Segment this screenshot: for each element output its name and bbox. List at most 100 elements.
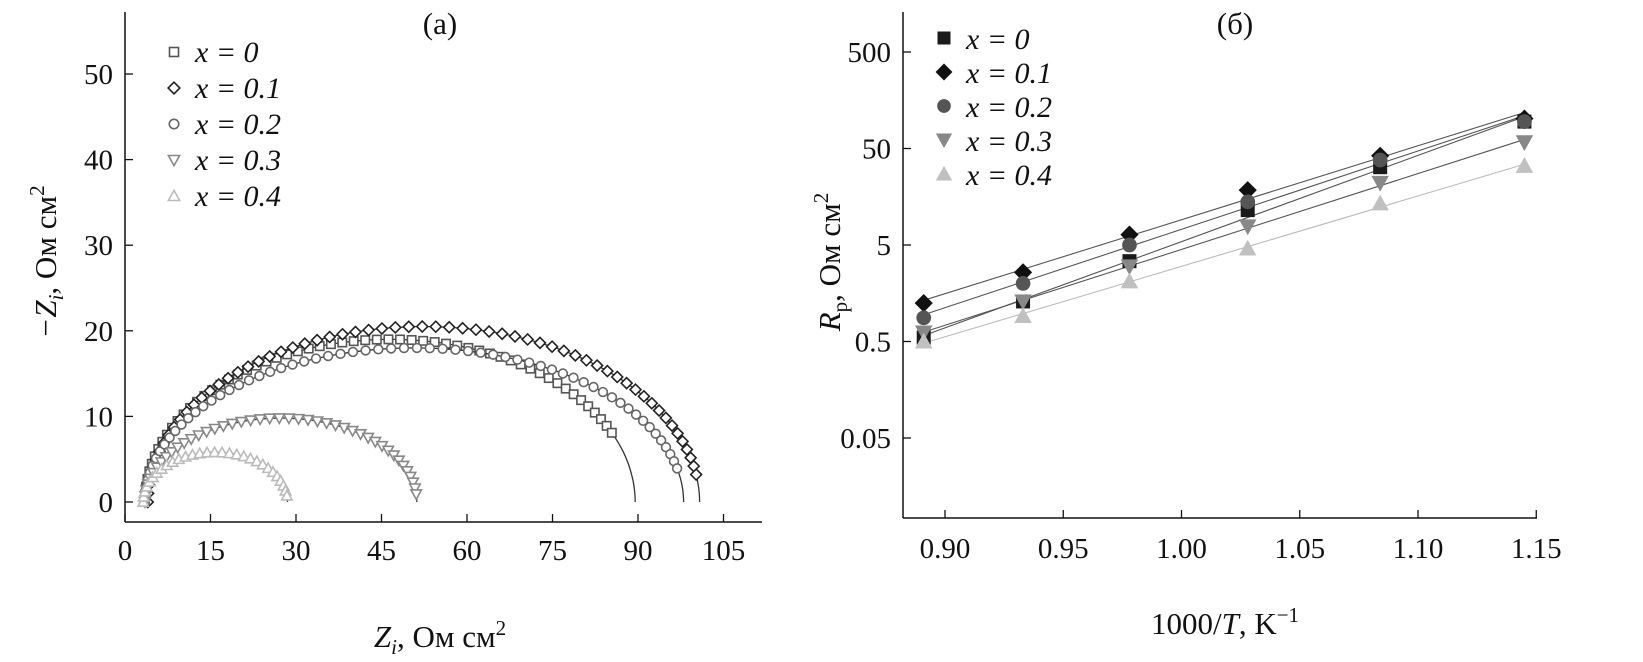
chart-a-point <box>487 349 499 360</box>
chart-a-point <box>183 413 194 424</box>
chart-a-point <box>560 383 571 394</box>
chart-a-point <box>250 454 264 467</box>
chart-a-point <box>429 320 443 334</box>
chart-a-point <box>398 342 410 354</box>
chart-b-axes: 0.90 0.95 1.00 1.05 1.10 1.15 0.05 0.5 5 50 500 <box>840 12 1562 565</box>
chart-a-point <box>408 483 422 496</box>
chart-b-legend: x = 0x = 0.1x = 0.2x = 0.3x = 0.4 <box>935 23 1052 192</box>
chart-a-point <box>623 403 634 414</box>
chart-a-fit-line <box>144 338 636 503</box>
chart-b-point <box>1120 259 1139 276</box>
chart-b-point <box>1120 225 1139 244</box>
chart-a-point <box>253 414 267 426</box>
chart-b-data <box>914 109 1534 349</box>
chart-a-point <box>523 357 535 368</box>
chart-a-point <box>280 488 294 501</box>
chart-a-legend-item: x = 0.3 <box>167 144 281 177</box>
chart-a-legend-label: x = 0.2 <box>194 108 281 141</box>
chart-a-point <box>671 426 685 440</box>
chart-a-point <box>360 335 371 346</box>
chart-a-x-tick-label: 15 <box>196 535 225 567</box>
chart-a-point <box>406 334 417 345</box>
chart-b-y-axis-label: Rp, Ом см2 <box>809 193 852 333</box>
chart-a-point <box>402 320 416 334</box>
chart-a-legend-label: x = 0.4 <box>194 180 281 213</box>
chart-a-point <box>610 370 624 384</box>
chart-a-point <box>348 336 359 347</box>
chart-a-point <box>234 416 248 429</box>
chart-a-point <box>230 447 244 460</box>
chart-a-point <box>263 349 277 363</box>
chart-a-title: (а) <box>423 6 457 41</box>
chart-a-y-tick-label: 50 <box>84 59 113 91</box>
chart-a-point <box>400 466 414 478</box>
chart-a-legend-marker <box>167 188 181 202</box>
chart-a-point <box>360 345 371 356</box>
chart-b-point <box>1014 294 1032 311</box>
chart-a-point <box>579 353 594 367</box>
chart-a-point <box>224 384 235 396</box>
chart-a-point <box>521 332 535 347</box>
chart-b-point <box>1120 272 1139 289</box>
chart-a-point <box>415 319 429 334</box>
chart-a-point <box>637 415 649 426</box>
chart-a-point <box>652 403 666 418</box>
chart-a-point <box>347 346 359 358</box>
chart-a-point <box>600 364 614 378</box>
chart-a-point <box>362 323 376 337</box>
chart-a-point <box>500 351 511 363</box>
chart-b-x-tick-label: 0.90 <box>920 533 971 565</box>
chart-a-point <box>437 343 448 354</box>
chart-a-point <box>508 329 522 344</box>
chart-a-point <box>373 344 384 355</box>
chart-a-point <box>348 325 363 339</box>
chart-b-legend-item: x = 0.4 <box>935 159 1052 192</box>
chart-b: (б) 0.90 0.95 1.00 1.05 1.10 1.15 0.05 0.5 5 50 50… <box>809 6 1562 641</box>
chart-a-point <box>557 368 569 379</box>
chart-a-point <box>595 414 606 425</box>
chart-a-point <box>597 386 609 398</box>
chart-a-x-tick-label: 105 <box>702 535 746 567</box>
chart-b-legend-item: x = 0.1 <box>935 57 1052 90</box>
chart-b-point <box>1122 237 1137 253</box>
chart-b-point <box>1238 219 1257 236</box>
chart-a-legend-marker <box>168 118 180 130</box>
chart-b-legend-label: x = 0.1 <box>965 57 1052 90</box>
chart-a-point <box>335 327 350 341</box>
chart-a-point <box>512 354 523 365</box>
chart-a-point <box>630 409 642 420</box>
chart-a-x-tick-label: 90 <box>624 535 653 567</box>
chart-a-point <box>254 370 265 382</box>
chart-b-x-tick-label: 1.10 <box>1393 533 1444 565</box>
chart-a-fit-line <box>147 325 701 503</box>
chart-a-point <box>263 413 277 426</box>
chart-a-point <box>546 364 558 375</box>
chart-a-point <box>655 435 667 446</box>
chart-a-point <box>406 477 420 490</box>
chart-a-point <box>409 489 423 502</box>
chart-b-point <box>1515 135 1534 152</box>
chart-a-legend-item: x = 0.4 <box>167 180 281 213</box>
chart-a-point <box>208 423 222 436</box>
chart-a-point <box>557 344 571 358</box>
chart-a-legend-item: x = 0 <box>168 36 259 69</box>
chart-a-x-tick-label: 45 <box>367 535 396 567</box>
chart-b-legend-label: x = 0.4 <box>965 159 1052 192</box>
chart-b-point <box>1014 307 1032 323</box>
chart-b-point <box>1015 276 1031 291</box>
chart-a-legend-marker <box>167 154 181 168</box>
chart-a-point <box>535 360 546 372</box>
chart-b-legend-marker <box>937 31 951 45</box>
chart-a-point <box>385 343 397 354</box>
chart-a-x-tick-label: 60 <box>453 535 482 567</box>
chart-a-axes: 0 15 30 45 60 75 90 105 0 10 20 30 40 50 <box>84 12 762 567</box>
chart-a-legend-label: x = 0 <box>194 36 259 69</box>
chart-b-title: (б) <box>1217 6 1253 41</box>
chart-a-y-tick-label: 40 <box>84 145 113 177</box>
chart-a-point <box>272 413 286 426</box>
chart-a-point <box>212 377 226 392</box>
chart-a-point <box>545 340 559 354</box>
chart-a-point <box>590 358 604 373</box>
chart-a-point <box>274 345 288 359</box>
